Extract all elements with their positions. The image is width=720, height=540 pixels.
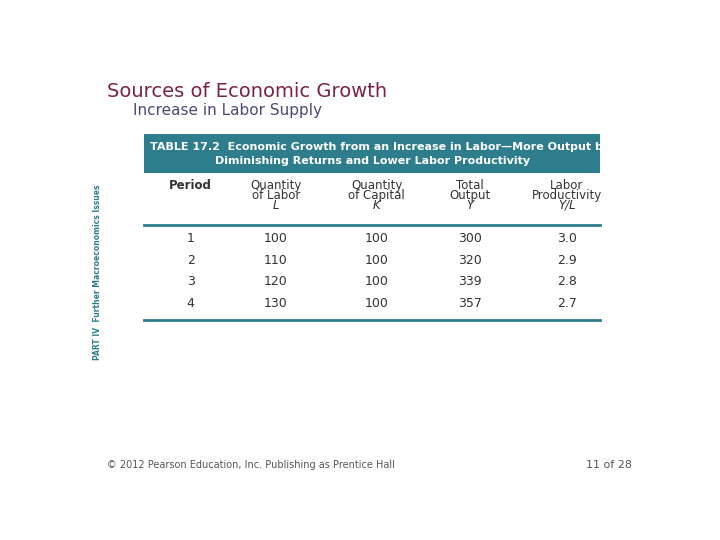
Text: TABLE 17.2  Economic Growth from an Increase in Labor—More Output but: TABLE 17.2 Economic Growth from an Incre…: [150, 142, 616, 152]
Text: Diminishing Returns and Lower Labor Productivity: Diminishing Returns and Lower Labor Prod…: [215, 156, 530, 166]
Text: 2.9: 2.9: [557, 254, 577, 267]
Text: 130: 130: [264, 297, 288, 310]
Text: 100: 100: [365, 254, 389, 267]
Text: Output: Output: [449, 189, 490, 202]
Text: L: L: [273, 199, 279, 212]
Text: Total: Total: [456, 179, 484, 192]
Text: 100: 100: [365, 275, 389, 288]
Text: Increase in Labor Supply: Increase in Labor Supply: [132, 103, 322, 118]
Text: 4: 4: [186, 297, 194, 310]
Text: 339: 339: [458, 275, 482, 288]
Text: 357: 357: [458, 297, 482, 310]
Text: Quantity: Quantity: [251, 179, 302, 192]
Text: © 2012 Pearson Education, Inc. Publishing as Prentice Hall: © 2012 Pearson Education, Inc. Publishin…: [107, 460, 395, 470]
Text: 100: 100: [264, 232, 288, 245]
Text: 2.8: 2.8: [557, 275, 577, 288]
Text: Period: Period: [169, 179, 212, 192]
FancyBboxPatch shape: [144, 134, 600, 173]
Text: 3: 3: [186, 275, 194, 288]
Text: Quantity: Quantity: [351, 179, 402, 192]
Text: 100: 100: [365, 297, 389, 310]
Text: Productivity: Productivity: [531, 189, 602, 202]
Text: of Capital: of Capital: [348, 189, 405, 202]
FancyBboxPatch shape: [144, 173, 600, 330]
Text: 120: 120: [264, 275, 288, 288]
Text: of Labor: of Labor: [252, 189, 300, 202]
Text: 100: 100: [365, 232, 389, 245]
Text: Y/L: Y/L: [558, 199, 575, 212]
Text: 300: 300: [458, 232, 482, 245]
Text: 1: 1: [186, 232, 194, 245]
Text: 320: 320: [458, 254, 482, 267]
Text: Labor: Labor: [550, 179, 583, 192]
Text: 3.0: 3.0: [557, 232, 577, 245]
Text: 2.7: 2.7: [557, 297, 577, 310]
Text: Y: Y: [466, 199, 473, 212]
Text: 11 of 28: 11 of 28: [587, 460, 632, 470]
Text: Sources of Economic Growth: Sources of Economic Growth: [107, 82, 387, 101]
Text: 110: 110: [264, 254, 288, 267]
Text: K: K: [373, 199, 381, 212]
Text: 2: 2: [186, 254, 194, 267]
Text: PART IV  Further Macroeconomics Issues: PART IV Further Macroeconomics Issues: [94, 185, 102, 361]
